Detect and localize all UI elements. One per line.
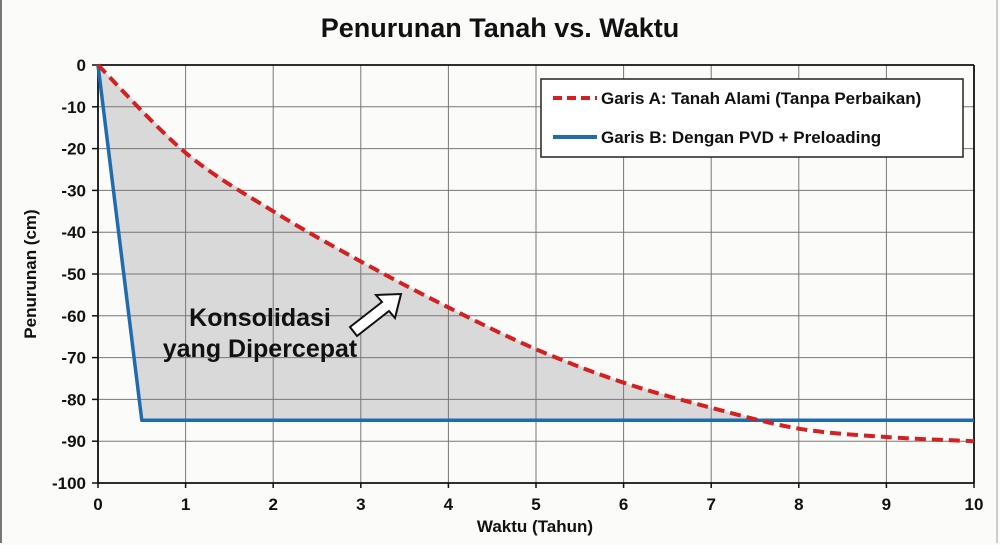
x-tick-label: 2	[268, 495, 277, 514]
y-tick-label: -90	[61, 432, 86, 451]
x-tick-label: 0	[93, 495, 102, 514]
y-tick-label: -70	[61, 349, 86, 368]
y-tick-label: -80	[61, 390, 86, 409]
legend: Garis A: Tanah Alami (Tanpa Perbaikan) G…	[540, 78, 964, 158]
y-tick-label: -30	[61, 181, 86, 200]
series	[96, 63, 975, 444]
chart-title: Penurunan Tanah vs. Waktu	[321, 13, 680, 43]
y-tick-label: -20	[61, 140, 86, 159]
x-tick-label: 1	[181, 495, 190, 514]
annotation-line-2: yang Dipercepat	[163, 335, 358, 363]
series-b-line	[96, 64, 974, 423]
y-tick-label: -50	[61, 265, 86, 284]
accelerated-consolidation-shade	[98, 65, 764, 421]
x-tick-label: 7	[706, 495, 715, 514]
y-axis-label: Penurunan (cm)	[21, 209, 40, 338]
y-tick-label: -100	[52, 474, 86, 493]
annotation: Konsolidasi yang Dipercepat	[163, 292, 403, 363]
x-tick-label: 3	[356, 495, 365, 514]
y-tick-label: 0	[77, 56, 86, 75]
x-tick-label: 10	[965, 495, 984, 514]
y-axis-ticks: 0 -10 -20 -30 -40 -50 -60 -70 -80 -90 -100	[52, 56, 98, 493]
x-tick-label: 9	[882, 495, 891, 514]
legend-item-a: Garis A: Tanah Alami (Tanpa Perbaikan)	[601, 89, 921, 108]
x-axis-ticks: 0 1 2 3 4 5 6 7 8 9 10	[93, 483, 983, 514]
x-tick-label: 8	[794, 495, 803, 514]
series-a-line	[96, 63, 975, 444]
annotation-arrow-icon	[348, 292, 403, 338]
annotation-line-1: Konsolidasi	[189, 304, 331, 332]
x-tick-label: 4	[444, 495, 454, 514]
x-tick-label: 6	[619, 495, 628, 514]
x-axis-label: Waktu (Tahun)	[477, 517, 593, 536]
y-tick-label: -60	[61, 307, 86, 326]
y-tick-label: -40	[61, 223, 86, 242]
legend-item-b: Garis B: Dengan PVD + Preloading	[601, 128, 881, 147]
x-tick-label: 5	[531, 495, 540, 514]
y-tick-label: -10	[61, 98, 86, 117]
